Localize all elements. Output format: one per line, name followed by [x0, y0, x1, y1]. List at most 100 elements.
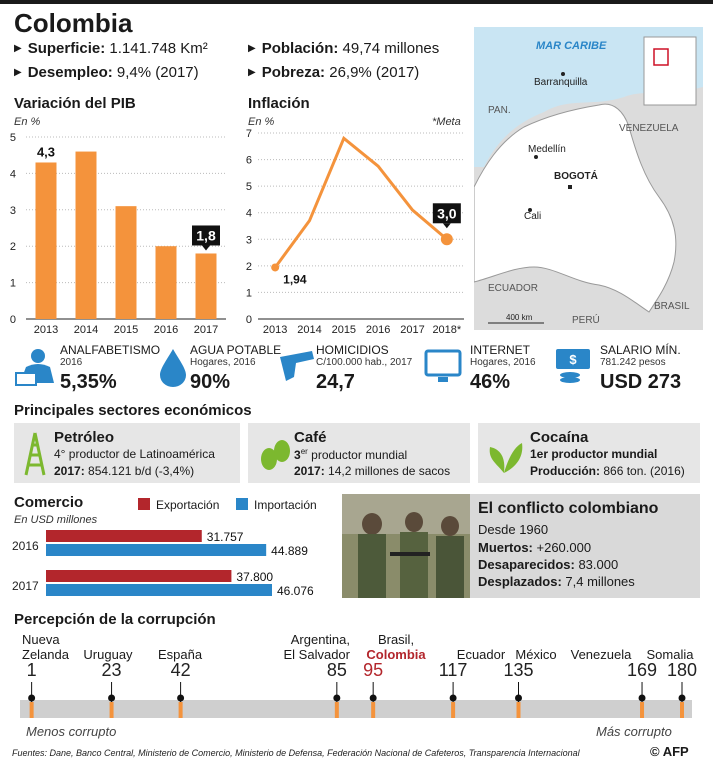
cpi-title: Percepción de la corrupción [14, 611, 216, 628]
conflict-missing: Desaparecidos: 83.000 [478, 557, 619, 572]
trade-title: Comercio [14, 494, 84, 511]
cpi-dot [177, 694, 185, 702]
afp-credit: © AFP [650, 744, 689, 759]
fact-superficie: ▶ Superficie: 1.141.748 Km² [14, 40, 208, 57]
sector-line2: Producción: 866 ton. (2016) [530, 464, 685, 478]
cpi-name-uruguay: Uruguay [83, 647, 133, 662]
cpi-marker [334, 702, 339, 718]
inflation-ytick: 0 [246, 314, 252, 326]
city-bogota: BOGOTÁ [554, 169, 598, 182]
map-scale-label: 400 km [506, 313, 533, 322]
city-dot-bogota [568, 185, 572, 189]
gdp-bar-2016 [155, 246, 177, 319]
kpi-internet: INTERNET Hogares, 2016 46% [424, 343, 544, 395]
kpi-value: USD 273 [600, 371, 682, 393]
gdp-ytick: 5 [10, 132, 16, 144]
inset-highlight [653, 48, 669, 66]
trade-chart: 2016 31.757 44.889 2017 37.800 46.076 [12, 530, 314, 598]
cpi-dot [108, 694, 116, 702]
gdp-bar-2015 [115, 206, 137, 319]
inflation-title: Inflación [248, 95, 310, 112]
kpi-homicidios: HOMICIDIOS C/100.000 hab., 2017 24,7 [276, 343, 416, 395]
inflation-label-last: 3,0 [437, 205, 457, 221]
kpi-sub: Hogares, 2016 [190, 357, 256, 368]
cpi-marker [640, 702, 645, 718]
inflation-xtick: 2017 [400, 324, 424, 335]
sectors-title: Principales sectores económicos [14, 402, 252, 419]
inset-map [643, 36, 697, 106]
cpi-marker [29, 702, 34, 718]
cpi-scale: 1 23 42 85 95 117 135 169 180 [20, 660, 697, 718]
gdp-ytick: 1 [10, 278, 16, 290]
gun-icon [280, 351, 314, 381]
gdp-xtick: 2015 [114, 324, 138, 335]
gdp-ytick: 0 [10, 314, 16, 326]
cpi-name-nz: Nueva Zelanda [22, 632, 69, 662]
cpi-dot [678, 694, 686, 702]
cpi-marker [680, 702, 684, 718]
conflict-title: El conflicto colombiano [478, 500, 659, 517]
trade-bar-exportación-2017 [46, 570, 232, 582]
gdp-xtick: 2017 [194, 324, 218, 335]
sector-line1: 3er productor mundial [294, 447, 408, 462]
cpi-marker [371, 702, 376, 718]
gdp-title: Variación del PIB [14, 95, 136, 112]
colombia-shape [474, 103, 677, 313]
inflation-chart: 0 1 2 3 4 5 6 7 2013 2014 2015 2016 2017 2018* 1,94 3,0 [246, 128, 464, 335]
sector-title: Café [294, 429, 327, 446]
water-drop-icon [160, 349, 186, 387]
sector-line2: 2017: 854.121 b/d (-3,4%) [54, 464, 195, 478]
kpi-sub: 2016 [60, 357, 83, 368]
sector-petroleo: Petróleo 4° productor de Latinoamérica 2… [14, 423, 240, 483]
gdp-ytick: 4 [10, 168, 16, 180]
conflict-displaced: Desplazados: 7,4 millones [478, 574, 635, 589]
top-rule [0, 0, 713, 4]
inflation-ytick: 5 [246, 181, 252, 193]
cpi-name-somalia: Somalia [646, 647, 694, 662]
fact-desempleo: ▶ Desempleo: 9,4% (2017) [14, 64, 199, 81]
cpi-name-brasil: Brasil, Colombia [366, 632, 426, 662]
cpi-marker [178, 702, 183, 718]
map-label-venezuela: VENEZUELA [619, 123, 679, 134]
trade-unit: En USD millones [14, 514, 98, 526]
gdp-xtick: 2016 [154, 324, 178, 335]
soldiers-photo [342, 494, 470, 598]
kpi-label: SALARIO MÍN. [600, 343, 681, 357]
kpi-label: ANALFABETISMO [60, 343, 161, 357]
kpi-sub: Hogares, 2016 [470, 357, 536, 368]
inflation-label-last-box [432, 203, 461, 224]
cpi-dot [333, 694, 341, 702]
inflation-label-first: 1,94 [283, 272, 307, 286]
cpi-value-1: 1 [27, 660, 37, 680]
trade-value-label: 37.800 [236, 570, 273, 584]
sector-title: Petróleo [54, 429, 115, 446]
kpi-label: HOMICIDIOS [316, 343, 389, 357]
gdp-ytick: 2 [10, 241, 16, 253]
inflation-xtick: 2013 [263, 324, 287, 335]
gdp-bar-2013 [35, 162, 57, 319]
fact-pobreza: ▶ Pobreza: 26,9% (2017) [248, 64, 420, 81]
inflation-line [273, 135, 448, 269]
soldiers-photo-graphic [342, 494, 470, 598]
cpi-marker [516, 702, 521, 718]
sources-footer: Fuentes: Dane, Banco Central, Ministerio… [12, 748, 580, 758]
cpi-name-argentina: Argentina, El Salvador [283, 632, 350, 662]
cpi-band [20, 700, 692, 718]
trade-value-label: 46.076 [277, 584, 314, 598]
sector-line1: 1er productor mundial [530, 447, 658, 461]
city-dot-medellin [534, 155, 538, 159]
cpi-value-169: 169 [627, 660, 657, 680]
reader-icon [15, 349, 54, 386]
kpi-label: AGUA POTABLE [190, 343, 282, 357]
kpi-value: 24,7 [316, 371, 355, 393]
leaf-icon [489, 443, 523, 473]
cpi-value-117: 117 [439, 660, 468, 680]
map-label-brasil: BRASIL [654, 301, 690, 312]
sector-line1: 4° productor de Latinoamérica [54, 447, 215, 461]
city-barranquilla: Barranquilla [534, 77, 588, 88]
inflation-ytick: 6 [246, 155, 252, 167]
country-map: MAR CARIBE PAN. VENEZUELA ECUADOR PERÚ B… [474, 27, 703, 330]
inflation-label-last-pointer [442, 223, 451, 229]
monitor-icon [424, 349, 462, 382]
trade-year-label: 2017 [12, 579, 39, 593]
